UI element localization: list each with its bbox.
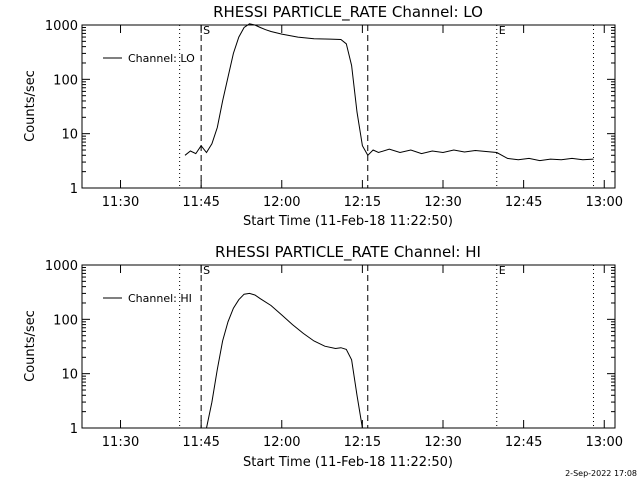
x-tick-label-hi: 12:45 (505, 435, 542, 450)
x-tick-label-lo: 11:30 (102, 195, 139, 210)
x-tick-label-hi: 12:00 (263, 435, 300, 450)
x-tick-label-hi: 12:30 (424, 435, 461, 450)
y-axis-label-lo: Counts/sec (23, 70, 38, 142)
series-hi (206, 292, 363, 429)
x-tick-label-lo: 12:30 (424, 195, 461, 210)
legend-label-lo: Channel: LO (128, 52, 195, 65)
plot-frame-hi (81, 264, 616, 429)
x-tick-label-hi: 13:00 (586, 435, 623, 450)
y-tick-label-lo: 1000 (45, 19, 78, 34)
x-axis-label-lo: Start Time (11-Feb-18 11:22:50) (243, 214, 453, 229)
series-line-hi (206, 292, 363, 429)
legend-label-hi: Channel: HI (128, 292, 192, 305)
y-tick-label-hi: 1 (70, 422, 78, 437)
panel-hi: RHESSI PARTICLE_RATE Channel: HI Counts/… (23, 243, 623, 470)
y-axis-label-hi: Counts/sec (23, 310, 38, 382)
x-tick-label-lo: 12:45 (505, 195, 542, 210)
plot-frame-lo (81, 24, 616, 189)
y-tick-label-lo: 1 (70, 182, 78, 197)
y-tick-label-hi: 10 (61, 368, 78, 383)
marker-label-lo: E (499, 24, 506, 37)
panel-lo: RHESSI PARTICLE_RATE Channel: LO Counts/… (23, 3, 623, 229)
x-axis-label-hi: Start Time (11-Feb-18 11:22:50) (243, 455, 453, 470)
y-tick-label-hi: 100 (53, 313, 78, 328)
series-line-lo (184, 23, 594, 162)
series-lo (184, 23, 594, 162)
x-tick-label-lo: 11:45 (182, 195, 219, 210)
y-tick-label-hi: 1000 (45, 259, 78, 274)
x-tick-label-lo: 12:15 (344, 195, 381, 210)
axis-ticks-hi: 11:30 11:45 12:00 12:15 12:30 12:45 13:00 1 10 10… (45, 259, 623, 450)
x-tick-label-hi: 11:45 (182, 435, 219, 450)
timestamp-label: 2-Sep-2022 17:08 (565, 469, 637, 478)
x-tick-label-hi: 12:15 (344, 435, 381, 450)
marker-label-lo: S (203, 24, 210, 37)
y-tick-label-lo: 100 (53, 73, 78, 88)
axis-ticks-lo: 11:30 11:45 12:00 12:15 12:30 12:45 13:00 1 10 10… (45, 19, 623, 210)
x-tick-label-lo: 13:00 (586, 195, 623, 210)
x-tick-label-lo: 12:00 (263, 195, 300, 210)
marker-label-hi: S (203, 264, 210, 277)
chart-title-hi: RHESSI PARTICLE_RATE Channel: HI (215, 243, 481, 262)
y-tick-label-lo: 10 (61, 128, 78, 143)
chart-title-lo: RHESSI PARTICLE_RATE Channel: LO (213, 3, 483, 22)
marker-label-hi: E (499, 264, 506, 277)
x-tick-label-hi: 11:30 (102, 435, 139, 450)
